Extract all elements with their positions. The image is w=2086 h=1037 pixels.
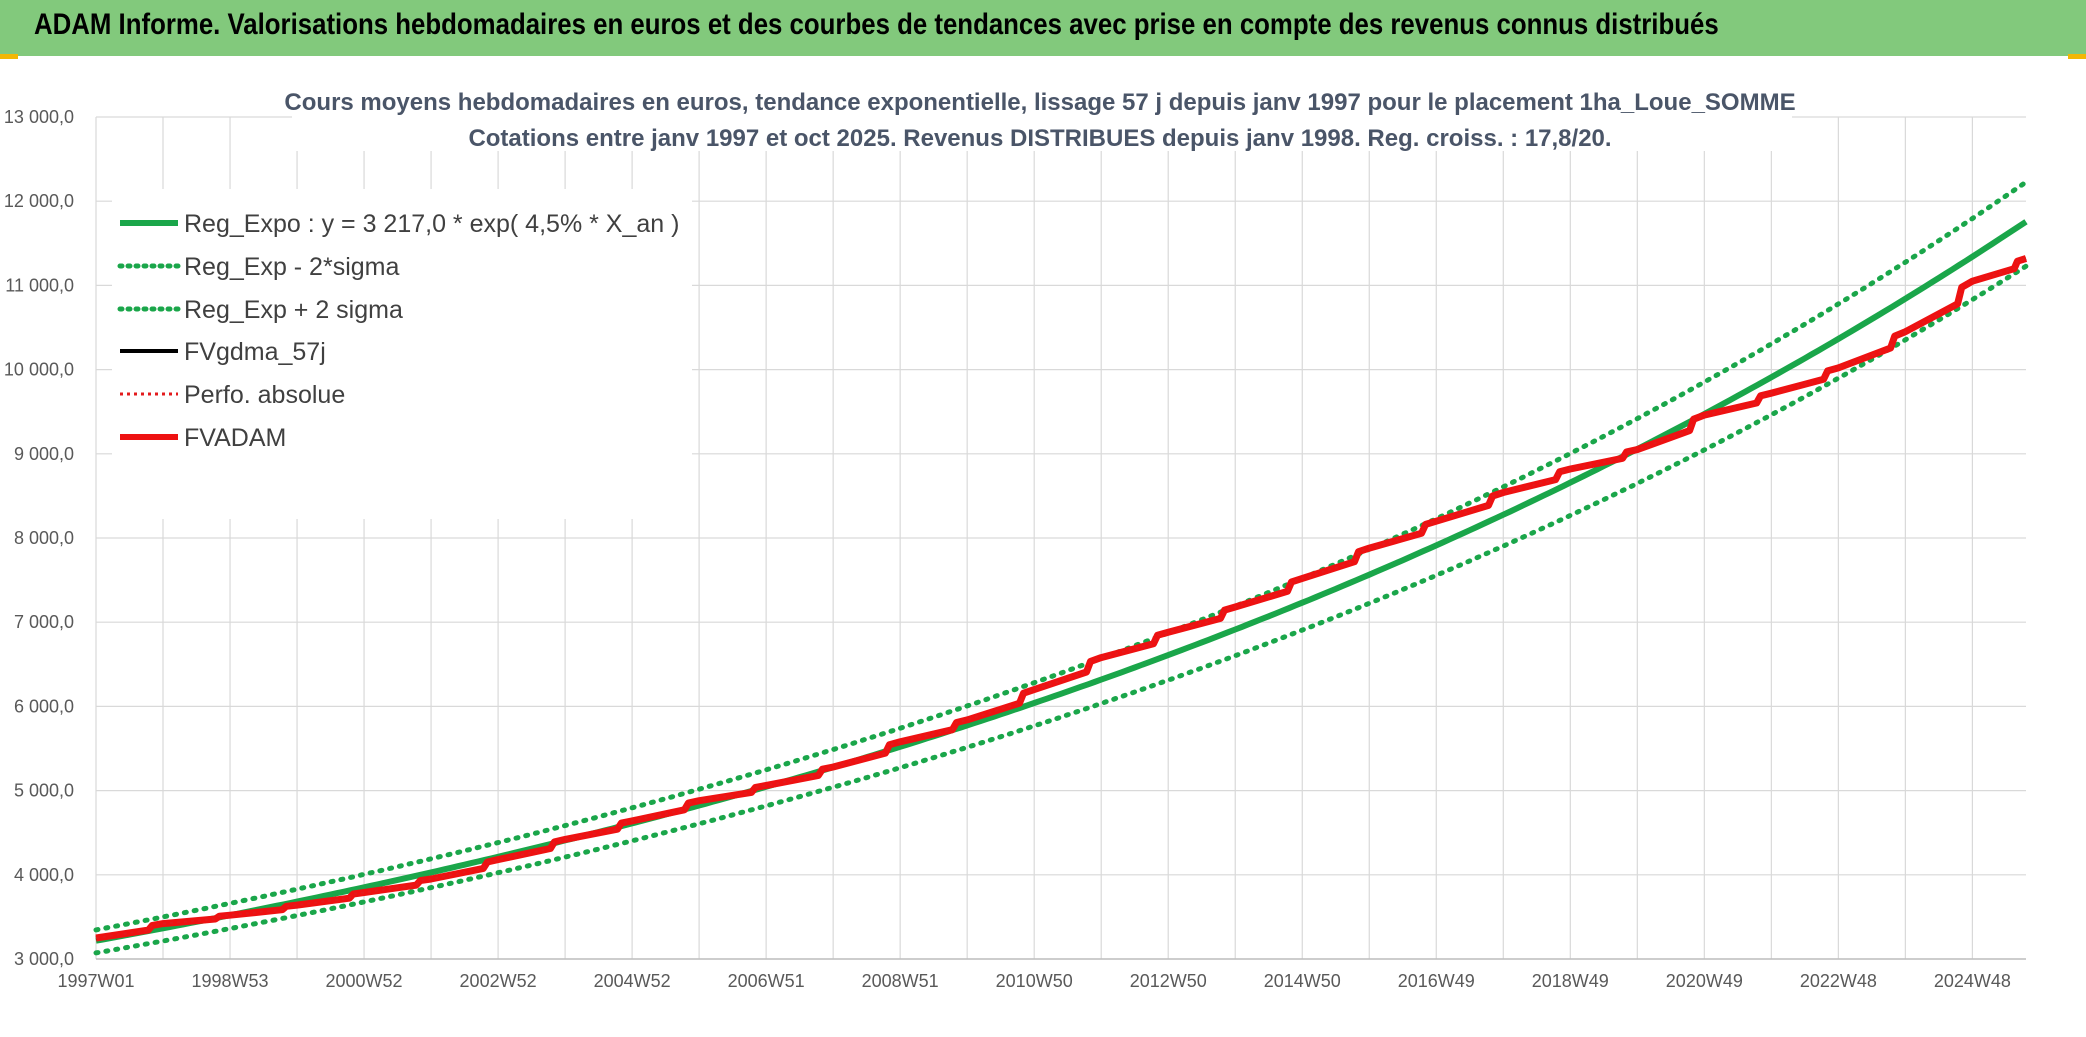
series-layer: [93, 179, 2029, 956]
x-tick-label: 2006W51: [728, 971, 805, 991]
legend-label-fvadam: FVADAM: [184, 424, 286, 452]
legend: Reg_Expo : y = 3 217,0 * exp( 4,5% * X_a…: [112, 189, 692, 519]
x-tick-label: 2022W48: [1800, 971, 1877, 991]
y-tick-label: 12 000,0: [4, 191, 74, 211]
corner-mark-left: [0, 54, 18, 59]
x-tick-label: 2000W52: [326, 971, 403, 991]
x-tick-label: 2010W50: [996, 971, 1073, 991]
x-tick-label: 2014W50: [1264, 971, 1341, 991]
x-tick-label: 2012W50: [1130, 971, 1207, 991]
x-axis: 1997W01 1998W53 2000W52 2002W52 2004W52 2006W…: [57, 958, 2026, 991]
chart-title-line-2: Cotations entre janv 1997 et oct 2025. R…: [468, 125, 1611, 152]
legend-label-reg-plus: Reg_Exp + 2 sigma: [184, 296, 403, 324]
x-tick-label: 2008W51: [862, 971, 939, 991]
chart-title: Cours moyens hebdomadaires en euros, ten…: [284, 81, 1796, 152]
x-tick-label: 1997W01: [57, 971, 134, 991]
y-tick-label: 11 000,0: [5, 275, 74, 295]
y-tick-label: 5 000,0: [14, 781, 74, 801]
legend-label-reg-minus: Reg_Exp - 2*sigma: [184, 253, 399, 281]
chart-title-line-1: Cours moyens hebdomadaires en euros, ten…: [284, 89, 1795, 116]
x-tick-label: 2018W49: [1532, 971, 1609, 991]
y-tick-label: 7 000,0: [14, 612, 74, 632]
y-axis: 3 000,0 4 000,0 5 000,0 6 000,0 7 000,0 8 000…: [4, 107, 74, 969]
series-reg-minus-2sigma: [93, 263, 2029, 956]
y-tick-label: 9 000,0: [14, 444, 74, 464]
chart: 3 000,0 4 000,0 5 000,0 6 000,0 7 000,0 8 000…: [4, 81, 2029, 991]
x-tick-label: 2024W48: [1934, 971, 2011, 991]
legend-label-perfo: Perfo. absolue: [184, 381, 345, 409]
corner-mark-right: [2068, 54, 2086, 59]
series-reg-plus-2sigma: [93, 179, 2029, 933]
report-title: ADAM Informe. Valorisations hebdomadaire…: [34, 8, 1719, 41]
x-tick-label: 2016W49: [1398, 971, 1475, 991]
chart-title-background: [292, 81, 1792, 151]
y-tick-label: 4 000,0: [14, 865, 74, 885]
legend-label-fvgdma: FVgdma_57j: [184, 338, 326, 366]
x-tick-label: 2004W52: [594, 971, 671, 991]
x-tick-label: 1998W53: [191, 971, 268, 991]
y-tick-label: 6 000,0: [14, 696, 74, 716]
y-tick-label: 3 000,0: [14, 949, 74, 969]
y-tick-label: 10 000,0: [4, 360, 74, 380]
x-tick-label: 2002W52: [460, 971, 537, 991]
x-tick-label: 2020W49: [1666, 971, 1743, 991]
report-banner: ADAM Informe. Valorisations hebdomadaire…: [0, 0, 2086, 59]
series-fvadam: [95, 255, 2028, 942]
y-tick-label: 13 000,0: [4, 107, 74, 127]
legend-background: [112, 189, 692, 519]
legend-label-reg-expo: Reg_Expo : y = 3 217,0 * exp( 4,5% * X_a…: [184, 210, 679, 238]
y-tick-label: 8 000,0: [14, 528, 74, 548]
